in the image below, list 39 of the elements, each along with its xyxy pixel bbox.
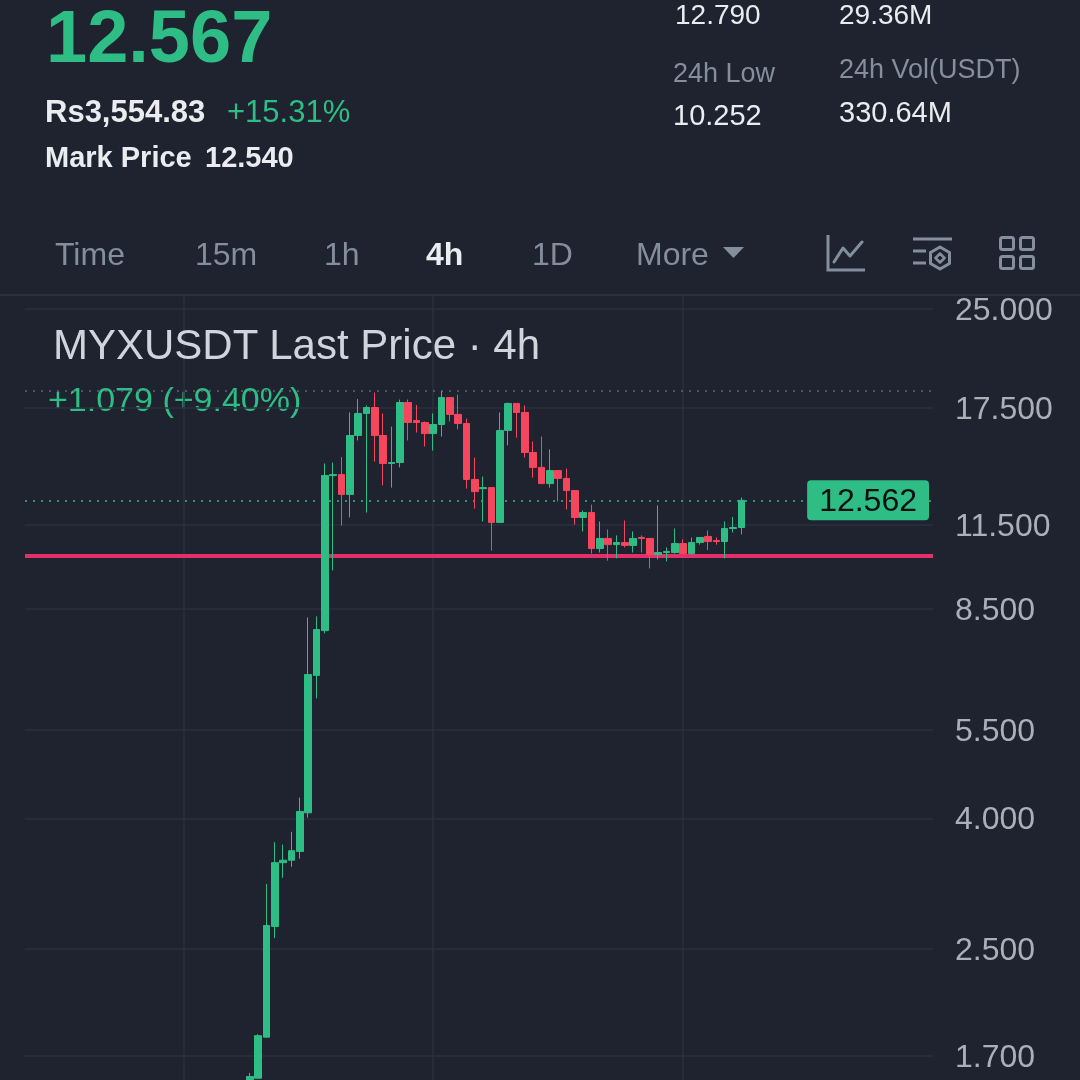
y-tick-label: 5.500 [955, 711, 1036, 748]
text: 29.36M [839, 0, 933, 31]
y-tick-label: 4.000 [955, 800, 1036, 837]
candlestick [546, 449, 554, 489]
text: MYXUSDT Last Price · 4h [53, 320, 541, 368]
y-tick-label: 17.500 [955, 390, 1053, 427]
candlestick [621, 520, 629, 548]
candlestick [679, 538, 687, 555]
y-tick-label: 2.500 [955, 930, 1036, 967]
text: Mark Price [45, 140, 192, 173]
text: +15.31% [227, 93, 351, 129]
text: More [636, 236, 709, 273]
text: 12.790 [675, 0, 761, 31]
y-tick-label: 8.500 [955, 590, 1036, 627]
candlestick [588, 504, 595, 555]
text: 12.567 [46, 0, 273, 78]
candlestick [629, 530, 637, 554]
candlestick [604, 528, 612, 562]
text: 24h Low [673, 57, 776, 88]
y-tick-label: 11.500 [955, 506, 1051, 543]
text: 12.540 [205, 140, 294, 173]
candlestick [613, 534, 620, 559]
y-tick-label: 25.000 [955, 291, 1053, 328]
text: 330.64M [839, 95, 952, 128]
ref-line-label: 12.562 [819, 482, 917, 519]
y-tick-label: 1.700 [955, 1038, 1036, 1075]
text: 15m [195, 236, 258, 273]
text: 1h [324, 236, 360, 273]
candlestick [338, 456, 345, 527]
candlestick [579, 509, 587, 532]
text: 24h Vol(USDT) [839, 53, 1021, 84]
text: 10.252 [673, 98, 762, 131]
candlestick [488, 487, 495, 552]
text: 1D [532, 236, 573, 273]
text: Rs3,554.83 [45, 93, 206, 129]
text: Time [55, 236, 125, 273]
candlestick [596, 520, 604, 554]
text: 4h [426, 236, 464, 273]
annotation: +1.079 (+9.40%) [48, 380, 302, 418]
